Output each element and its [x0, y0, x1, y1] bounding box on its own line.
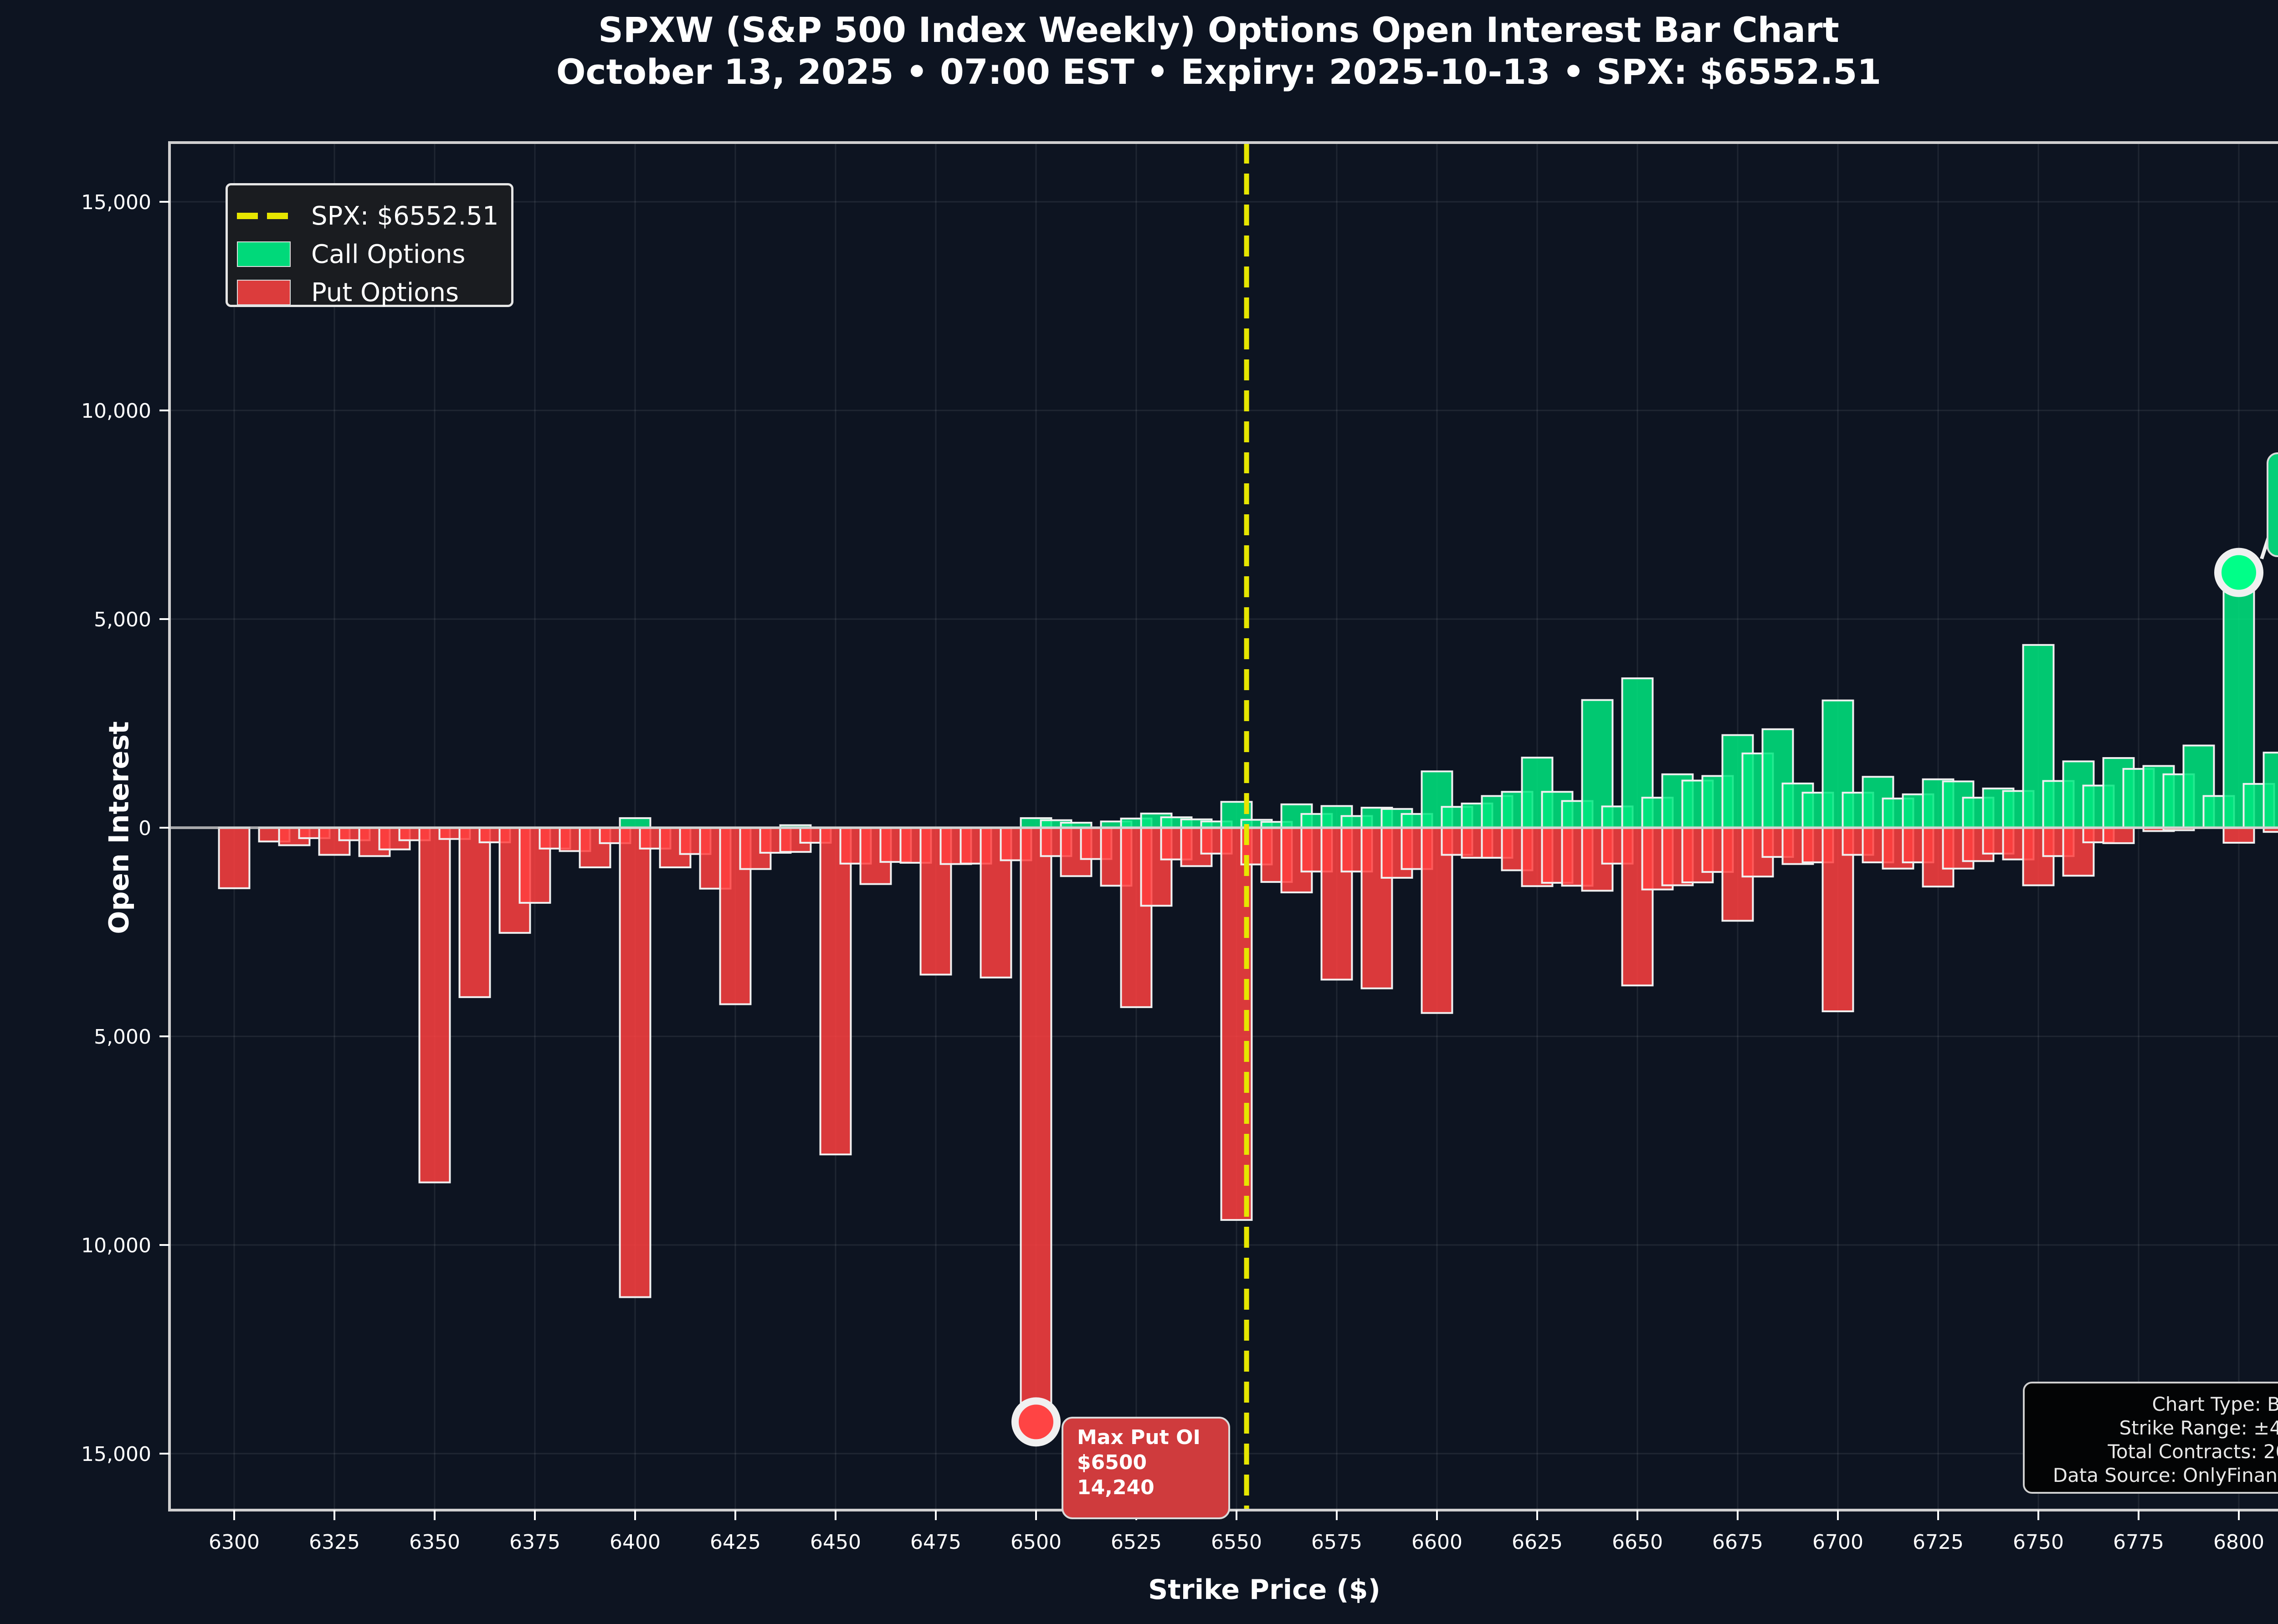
put-bar	[2222, 827, 2255, 844]
x-tick-label: 6800	[2213, 1531, 2264, 1554]
max-call-annotation: Max Call OI $6800 6,117	[2267, 452, 2278, 557]
put-bar	[418, 827, 451, 1183]
legend-label-calls: Call Options	[311, 239, 466, 269]
put-bar	[619, 827, 652, 1298]
x-tick-label: 6525	[1111, 1531, 1162, 1554]
y-tick-label: 15,000	[81, 1443, 151, 1466]
x-tick-label: 6750	[2013, 1531, 2064, 1554]
max-put-marker-icon	[1011, 1397, 1061, 1447]
y-tick-label: 5,000	[94, 608, 151, 631]
call-bar	[2263, 752, 2278, 829]
x-tick-label: 6700	[1812, 1531, 1863, 1554]
max-put-annotation: Max Put OI $6500 14,240	[1062, 1417, 1230, 1519]
max-put-title: Max Put OI	[1077, 1426, 1201, 1449]
info-strike-range: Strike Range: ±4%	[2119, 1417, 2278, 1439]
x-tick-label: 6675	[1712, 1531, 1763, 1554]
legend-label-spx: SPX: $6552.51	[311, 201, 499, 231]
x-tick-label: 6725	[1913, 1531, 1964, 1554]
x-tick-label: 6475	[910, 1531, 961, 1554]
max-call-marker-icon	[2214, 548, 2263, 597]
x-tick-label: 6650	[1612, 1531, 1663, 1554]
y-tick-label: 5,000	[94, 1025, 151, 1049]
x-tick-label: 6400	[610, 1531, 661, 1554]
x-tick-label: 6375	[509, 1531, 560, 1554]
chart-title: SPXW (S&P 500 Index Weekly) Options Open…	[598, 10, 1839, 50]
legend-item-spx: SPX: $6552.51	[237, 200, 499, 232]
x-axis-label: Strike Price ($)	[1148, 1574, 1380, 1606]
info-total-contracts: Total Contracts: 200	[2108, 1440, 2278, 1463]
dashed-line-icon	[237, 213, 291, 219]
put-bar	[2102, 827, 2135, 844]
x-tick-label: 6550	[1211, 1531, 1262, 1554]
legend-item-calls: Call Options	[237, 238, 465, 270]
chart-legend: SPX: $6552.51 Call Options Put Options	[226, 183, 513, 307]
x-tick-label: 6625	[1512, 1531, 1563, 1554]
chart-subtitle: October 13, 2025 • 07:00 EST • Expiry: 2…	[556, 51, 1882, 92]
put-bar	[1020, 827, 1052, 1423]
info-chart-type: Chart Type: Bar	[2152, 1393, 2278, 1415]
x-tick-label: 6775	[2113, 1531, 2164, 1554]
y-tick-label: 15,000	[81, 191, 151, 214]
x-tick-label: 6450	[810, 1531, 861, 1554]
info-data-source: Data Source: OnlyFinance	[2052, 1464, 2278, 1486]
x-tick-label: 6500	[1011, 1531, 1062, 1554]
y-tick-label: 10,000	[81, 400, 151, 423]
y-tick-label: 10,000	[81, 1234, 151, 1257]
green-swatch-icon	[237, 241, 291, 267]
red-swatch-icon	[237, 280, 291, 305]
put-bar	[2263, 827, 2278, 833]
x-tick-label: 6575	[1311, 1531, 1362, 1554]
put-bar	[1421, 827, 1453, 1014]
x-tick-label: 6325	[309, 1531, 360, 1554]
info-box: Chart Type: Bar Strike Range: ±4% Total …	[2023, 1382, 2278, 1494]
put-bar	[458, 827, 491, 998]
y-axis-label: Open Interest	[103, 721, 135, 934]
max-put-strike: $6500	[1077, 1451, 1147, 1474]
put-bar	[1821, 827, 1854, 1013]
put-bar	[218, 827, 251, 889]
legend-item-puts: Put Options	[237, 277, 459, 308]
max-put-value: 14,240	[1077, 1476, 1154, 1499]
x-tick-label: 6600	[1411, 1531, 1462, 1554]
x-tick-label: 6300	[209, 1531, 260, 1554]
x-tick-label: 6350	[409, 1531, 460, 1554]
legend-label-puts: Put Options	[311, 277, 459, 307]
call-bar	[619, 817, 652, 829]
plot-frame	[168, 141, 2278, 1511]
y-tick-label: 0	[139, 817, 151, 840]
x-tick-label: 6425	[710, 1531, 761, 1554]
put-bar	[819, 827, 852, 1156]
